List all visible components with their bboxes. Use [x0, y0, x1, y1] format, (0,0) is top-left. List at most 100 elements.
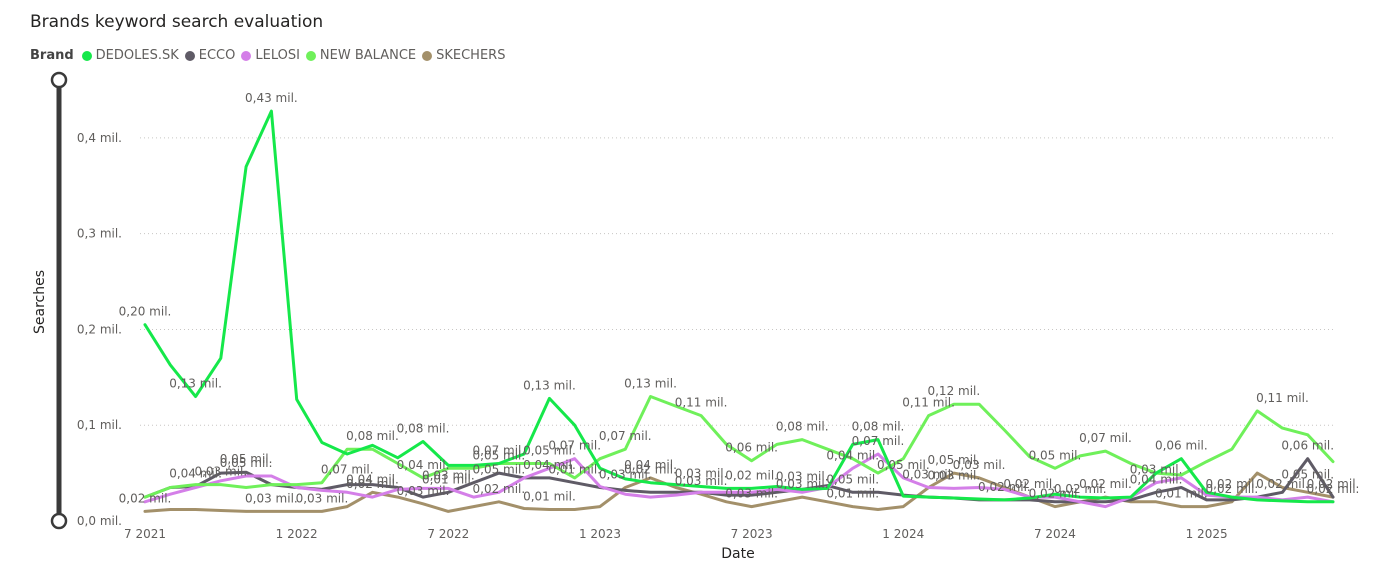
y-axis-title: Searches — [32, 270, 48, 334]
data-label: 0,03 mil. — [296, 491, 349, 505]
legend-label: LELOSI — [255, 48, 300, 63]
data-label: 0,02 mil. — [1054, 482, 1107, 496]
data-label: 0,05 mil. — [220, 452, 273, 466]
legend-dot-icon — [305, 50, 316, 61]
data-label: 0,02 mil. — [624, 463, 677, 477]
data-label: 0,01 mil. — [523, 490, 576, 504]
data-label: 0,08 mil. — [397, 422, 450, 436]
x-tick-label: 1 2022 — [276, 527, 318, 541]
data-label: 0,03 mil. — [675, 474, 728, 488]
data-label: 0,02 mil. — [1079, 477, 1132, 491]
data-label: 0,02 mil. — [473, 482, 526, 496]
data-label: 0,07 mil. — [599, 429, 652, 443]
data-label: 0,05 mil. — [826, 472, 879, 486]
legend-label: NEW BALANCE — [319, 48, 417, 63]
legend-dot-icon — [241, 50, 252, 61]
x-tick-label: 7 2024 — [1034, 527, 1076, 541]
x-axis: 7 2021 1 2022 7 2022 1 2023 7 2023 1 2024 7 20… — [124, 527, 1228, 541]
legend-item-new-balance[interactable]: NEW BALANCE — [305, 48, 417, 63]
data-label: 0,13 mil. — [624, 376, 677, 390]
legend-item-ecco[interactable]: ECCO — [184, 48, 236, 63]
data-label: 0,13 mil. — [169, 376, 222, 390]
y-tick-label: 0,4 mil. — [77, 131, 122, 145]
data-label: 0,07 mil. — [852, 434, 905, 448]
data-label: 0,06 mil. — [725, 441, 778, 455]
series-lines — [143, 109, 1335, 513]
data-label: 0,06 mil. — [1281, 439, 1334, 453]
y-tick-label: 0,3 mil. — [77, 227, 122, 241]
data-label: 0,01 mil. — [548, 463, 601, 477]
data-label: 0,11 mil. — [902, 396, 955, 410]
series-line-dedoles-sk[interactable] — [143, 109, 1335, 504]
x-tick-label: 7 2022 — [427, 527, 469, 541]
data-label: 0,08 mil. — [776, 420, 829, 434]
data-label: 0,07 mil. — [1079, 431, 1132, 445]
zoom-slider[interactable] — [50, 71, 68, 530]
legend-dot-icon — [422, 50, 433, 61]
legend-item-dedoles[interactable]: DEDOLES.SK — [81, 48, 179, 63]
data-label: 0,01 mil. — [1155, 487, 1208, 501]
x-tick-label: 1 2024 — [882, 527, 924, 541]
x-tick-label: 7 2021 — [124, 527, 166, 541]
data-label: 0,02 mil. — [1206, 477, 1259, 491]
data-label: 0,03 mil. — [776, 469, 829, 483]
data-label: 0,04 mil. — [346, 472, 399, 486]
data-label: 0,03 mil. — [927, 468, 980, 482]
x-axis-title: Date — [721, 546, 754, 562]
x-tick-label: 7 2023 — [731, 527, 773, 541]
data-label: 0,02 mil. — [1029, 487, 1082, 501]
data-label: 0,03 mil. — [953, 458, 1006, 472]
data-label: 0,01 mil. — [826, 487, 879, 501]
legend-item-lelosi[interactable]: LELOSI — [241, 48, 300, 63]
y-tick-label: 0,1 mil. — [77, 418, 122, 432]
gridlines — [140, 137, 1333, 426]
data-label: 0,05 mil. — [220, 456, 273, 470]
data-label: 0,02 mil. — [119, 491, 172, 505]
data-label: 0,07 mil. — [473, 444, 526, 458]
data-label: 0,06 mil. — [1155, 439, 1208, 453]
data-label: 0,03 mil. — [397, 484, 450, 498]
legend-label: SKECHERS — [436, 48, 506, 63]
data-label: 0,03 mil. — [725, 487, 778, 501]
data-label: 0,03 mil. — [422, 468, 475, 482]
data-label: 0,02 mil. — [1307, 477, 1360, 491]
data-label: 0,05 mil. — [473, 448, 526, 462]
data-label: 0,02 mil. — [1307, 482, 1360, 496]
legend-item-skechers[interactable]: SKECHERS — [422, 48, 505, 63]
series-line-new-balance[interactable] — [143, 395, 1335, 499]
data-label: 0,02 mil. — [725, 468, 778, 482]
legend-title: Brand — [30, 48, 74, 63]
zoom-slider-top-handle[interactable] — [50, 71, 68, 89]
data-label: 0,02 mil. — [1003, 477, 1056, 491]
data-label: 0,07 mil. — [321, 463, 374, 477]
data-label: 0,03 mil. — [675, 467, 728, 481]
legend-label: ECCO — [198, 48, 236, 63]
legend-dot-icon — [81, 50, 92, 61]
data-label: 0,03 mil. — [902, 467, 955, 481]
data-label: 0,02 mil. — [1256, 477, 1309, 491]
data-label: 0,11 mil. — [1256, 391, 1309, 405]
data-labels: 0,20 mil.0,13 mil.0,43 mil.0,02 mil.0,04… — [119, 91, 1360, 505]
legend: Brand DEDOLES.SK ECCO LELOSI NEW BALANCE… — [30, 48, 511, 63]
y-axis: 0,0 mil. 0,1 mil. 0,2 mil. 0,3 mil. 0,4 mil. — [77, 131, 122, 528]
x-tick-label: 1 2023 — [579, 527, 621, 541]
series-line-skechers[interactable] — [143, 471, 1335, 513]
data-label: 0,01 mil. — [422, 472, 475, 486]
data-label: 0,04 mil. — [169, 467, 222, 481]
y-tick-label: 0,2 mil. — [77, 322, 122, 336]
data-label: 0,04 mil. — [523, 458, 576, 472]
series-line-ecco[interactable] — [143, 457, 1335, 504]
data-label: 0,03 mil. — [1130, 463, 1183, 477]
data-label: 0,05 mil. — [927, 453, 980, 467]
data-label: 0,12 mil. — [927, 384, 980, 398]
zoom-slider-bottom-handle[interactable] — [50, 512, 68, 530]
data-label: 0,08 mil. — [346, 429, 399, 443]
data-label: 0,04 mil. — [624, 458, 677, 472]
chart-title: Brands keyword search evaluation — [30, 12, 324, 32]
data-label: 0,43 mil. — [245, 91, 298, 105]
data-label: 0,04 mil. — [826, 448, 879, 462]
data-label: 0,03 mil. — [245, 491, 298, 505]
data-label: 0,04 mil. — [1130, 472, 1183, 486]
y-tick-label: 0,0 mil. — [77, 514, 122, 528]
